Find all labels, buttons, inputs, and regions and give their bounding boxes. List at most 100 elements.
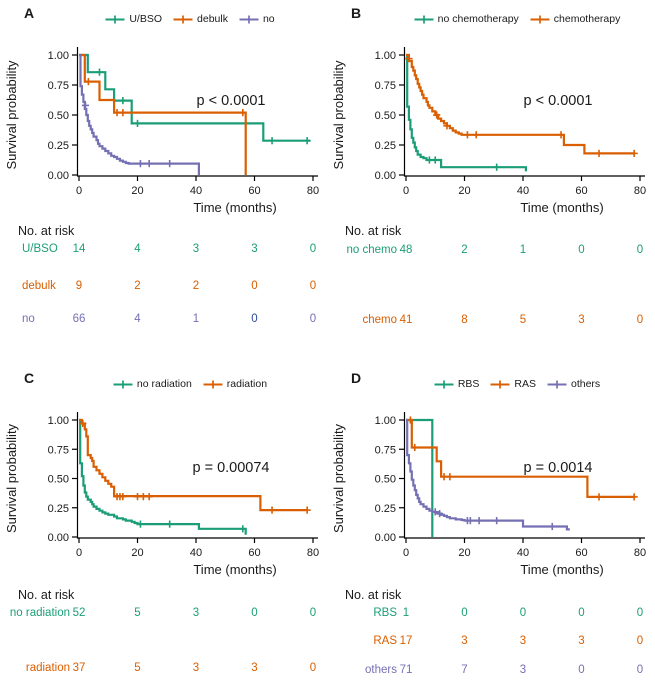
risk-count: 3 — [519, 664, 527, 676]
risk-count: 14 — [72, 243, 86, 255]
x-tick-label: 20 — [458, 185, 470, 197]
panel-letter: B — [351, 5, 362, 21]
legend-key-icon — [113, 380, 133, 388]
legend-item-no-chemotherapy: no chemotherapy — [414, 13, 519, 25]
km-plot-a: 1.00 0.75 0.50 0.25 0.00 0 20 40 60 80 Survival pr… — [4, 47, 319, 215]
x-tick-label: 60 — [248, 185, 260, 197]
risk-row-label: others — [365, 664, 397, 676]
y-axis-label: Survival probability — [331, 60, 346, 170]
risk-count: 0 — [636, 314, 644, 326]
km-curve-ras — [406, 418, 635, 498]
x-tick-label: 0 — [403, 185, 409, 197]
y-tick-label: 0.75 — [48, 444, 69, 456]
y-tick-label: 0.75 — [375, 444, 396, 456]
legend-label: no — [262, 13, 275, 25]
risk-row-label: debulk — [22, 280, 56, 292]
legend-item-ras: RAS — [490, 378, 536, 390]
legend-item-radiation: radiation — [203, 378, 267, 390]
km-curve-no-chemotherapy — [406, 53, 527, 172]
risk-row-label: no chemo — [346, 244, 397, 256]
y-tick-label: 0.50 — [48, 474, 69, 486]
risk-count: 0 — [251, 313, 258, 325]
y-tick-label: 1.00 — [48, 415, 69, 427]
legend-key-icon — [203, 380, 223, 388]
risk-count: 4 — [134, 313, 141, 325]
legend-item-debulk: debulk — [173, 13, 228, 25]
y-tick-label: 0.00 — [375, 532, 396, 544]
x-tick-label: 0 — [76, 185, 82, 197]
risk-row-label: U/BSO — [22, 243, 58, 255]
x-tick-label: 20 — [458, 547, 470, 559]
risk-count: 7 — [461, 664, 468, 676]
legend: no radiation radiation — [58, 378, 322, 390]
y-tick-label: 0.25 — [48, 503, 69, 515]
legend-key-icon — [490, 380, 510, 388]
risk-count: 1 — [192, 313, 200, 325]
legend-item-rbs: RBS — [434, 378, 479, 390]
legend-label: no chemotherapy — [437, 13, 519, 25]
risk-count: 1 — [402, 607, 410, 619]
p-value-label: p = 0.0014 — [524, 460, 593, 476]
y-tick-label: 0.50 — [48, 110, 69, 122]
risk-count: 66 — [72, 313, 86, 325]
risk-count: 0 — [461, 607, 468, 619]
x-axis-label: Time (months) — [520, 562, 603, 577]
km-curve-no-radiation — [79, 418, 247, 535]
legend-key-icon — [530, 15, 550, 23]
legend-item-others: others — [547, 378, 600, 390]
risk-count: 37 — [72, 662, 86, 674]
legend-key-icon — [434, 380, 454, 388]
y-tick-label: 1.00 — [375, 415, 396, 427]
km-curve-debulk — [79, 53, 247, 175]
x-tick-label: 20 — [131, 185, 143, 197]
risk-count: 3 — [251, 243, 258, 255]
risk-row-label: RAS — [373, 635, 397, 647]
risk-table-header: No. at risk — [345, 224, 402, 238]
risk-count: 0 — [309, 313, 317, 325]
risk-count: 0 — [578, 244, 585, 256]
risk-row-label: chemo — [362, 314, 397, 326]
y-tick-label: 0.00 — [48, 170, 69, 182]
p-value-label: p < 0.0001 — [197, 93, 266, 109]
legend-item-u-bso: U/BSO — [105, 13, 162, 25]
legend-label: chemotherapy — [553, 13, 621, 25]
y-tick-label: 0.00 — [375, 170, 396, 182]
km-plot-d: 1.00 0.75 0.50 0.25 0.00 0 20 40 60 80 Survival pr… — [331, 412, 646, 577]
risk-count: 41 — [399, 314, 413, 326]
risk-count: 0 — [578, 664, 585, 676]
y-tick-label: 0.25 — [48, 140, 69, 152]
legend-key-icon — [547, 380, 567, 388]
panel-letter: C — [24, 370, 35, 386]
risk-count: 0 — [251, 280, 258, 292]
risk-row-label: radiation — [25, 662, 70, 674]
risk-count: 0 — [309, 662, 317, 674]
legend: no chemotherapy chemotherapy — [385, 13, 649, 25]
risk-count: 5 — [134, 662, 141, 674]
risk-count: 0 — [251, 607, 258, 619]
legend-label: RAS — [514, 378, 536, 390]
risk-count: 3 — [461, 635, 468, 647]
x-tick-label: 60 — [575, 547, 587, 559]
x-tick-label: 40 — [190, 547, 202, 559]
legend-key-icon — [105, 15, 125, 23]
legend-label: U/BSO — [129, 13, 163, 25]
legend-key-icon — [414, 15, 434, 23]
risk-count: 9 — [75, 280, 83, 292]
risk-count: 0 — [309, 607, 317, 619]
risk-count: 3 — [192, 607, 200, 619]
risk-count: 3 — [519, 635, 527, 647]
x-tick-label: 40 — [517, 547, 529, 559]
risk-count: 0 — [636, 244, 644, 256]
risk-count: 5 — [519, 314, 527, 326]
risk-table-header: No. at risk — [345, 588, 402, 602]
p-value-label: p < 0.0001 — [524, 93, 593, 109]
y-tick-label: 0.50 — [375, 474, 396, 486]
x-tick-label: 60 — [248, 547, 260, 559]
risk-table-header: No. at risk — [18, 588, 75, 602]
risk-table-header: No. at risk — [18, 224, 75, 238]
x-tick-label: 80 — [634, 547, 646, 559]
risk-row-label: RBS — [373, 607, 397, 619]
